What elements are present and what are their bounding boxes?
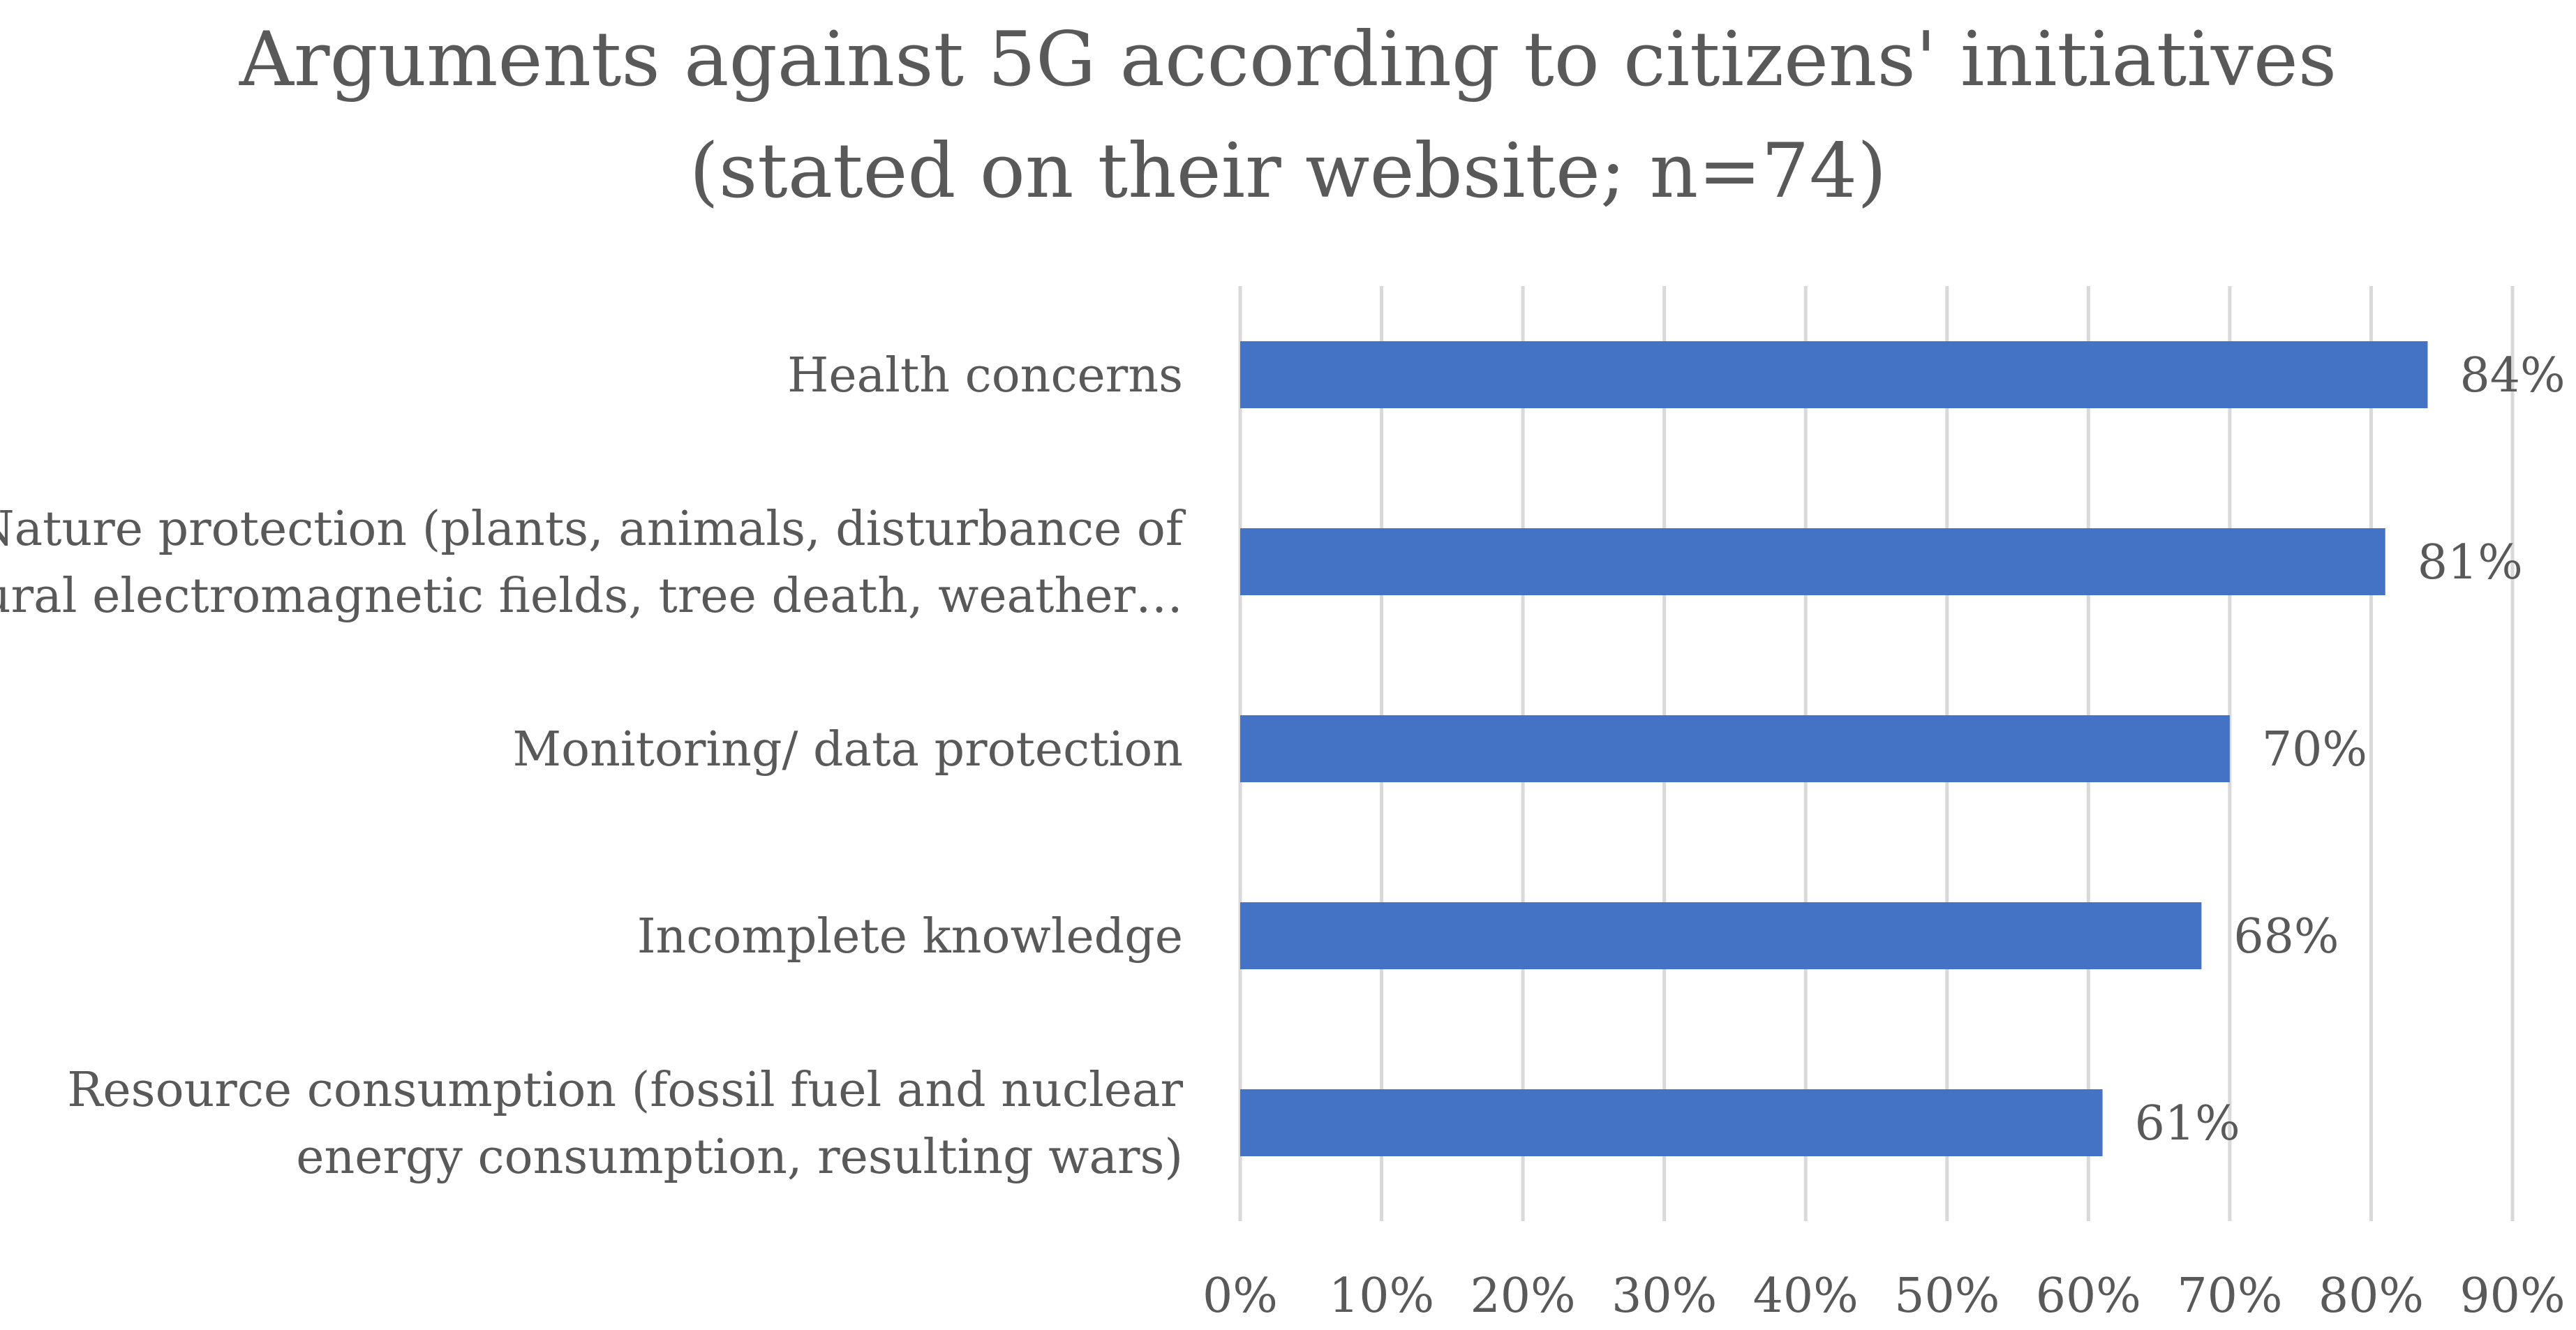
- category-label: Monitoring/ data protection: [513, 722, 1183, 777]
- x-tick-label: 80%: [2318, 1269, 2424, 1324]
- chart-title-line: Arguments against 5G according to citize…: [239, 16, 2337, 103]
- bar: [1240, 715, 2230, 782]
- category-label: Health concerns: [787, 348, 1183, 403]
- bars: [1240, 341, 2428, 1156]
- bar: [1240, 1089, 2103, 1156]
- bar: [1240, 528, 2385, 595]
- x-tick-label: 60%: [2036, 1269, 2141, 1324]
- bar-value-label: 84%: [2459, 348, 2565, 403]
- chart-subtitle-line: (stated on their website; n=74): [689, 128, 1887, 215]
- x-tick-label: 50%: [1894, 1269, 2000, 1324]
- bar-value-label: 61%: [2135, 1096, 2240, 1151]
- x-tick-label: 10%: [1329, 1269, 1434, 1324]
- bar: [1240, 341, 2428, 408]
- category-label: energy consumption, resulting wars): [296, 1130, 1183, 1185]
- category-label: Resource consumption (fossil fuel and nu…: [67, 1063, 1183, 1118]
- category-label: Nature protection (plants, animals, dist…: [0, 502, 1186, 557]
- labels: 0% 10% 20% 30% 40% 50% 60% 70% 80% 90% 84% Health c…: [0, 348, 2566, 1324]
- x-tick-label: 0%: [1203, 1269, 1278, 1324]
- x-tick-label: 70%: [2177, 1269, 2282, 1324]
- category-label: Incomplete knowledge: [637, 909, 1183, 964]
- x-tick-label: 90%: [2459, 1269, 2565, 1324]
- chart-title: Arguments against 5G according to citize…: [0, 4, 2576, 227]
- bar-value-label: 68%: [2233, 909, 2339, 964]
- x-tick-label: 30%: [1611, 1269, 1717, 1324]
- bar-value-label: 81%: [2418, 535, 2523, 590]
- bar: [1240, 902, 2202, 969]
- x-tick-label: 40%: [1753, 1269, 1859, 1324]
- x-tick-label: 20%: [1471, 1269, 1576, 1324]
- bar-value-label: 70%: [2262, 722, 2367, 777]
- category-label: natural electromagnetic fields, tree dea…: [0, 569, 1183, 624]
